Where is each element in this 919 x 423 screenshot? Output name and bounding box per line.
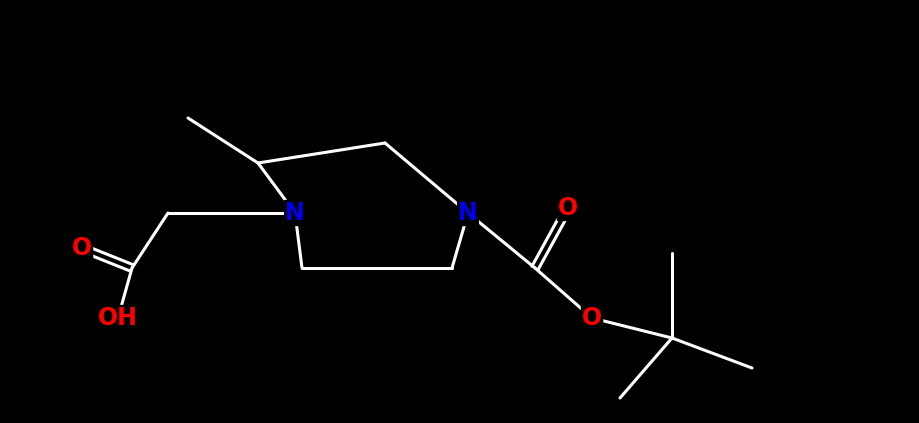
Text: O: O <box>72 236 92 260</box>
Text: O: O <box>558 196 578 220</box>
Text: OH: OH <box>98 306 138 330</box>
Text: N: N <box>285 201 305 225</box>
Text: N: N <box>459 201 478 225</box>
Text: O: O <box>582 306 602 330</box>
